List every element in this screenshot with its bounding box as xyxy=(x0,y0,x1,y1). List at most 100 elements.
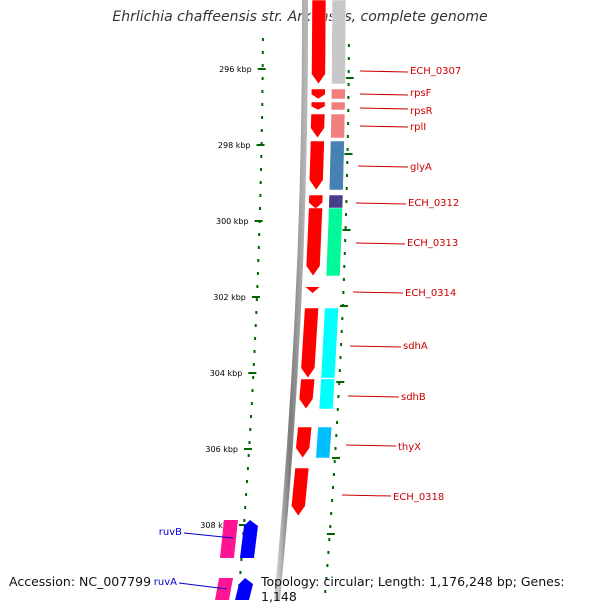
ruler-dot xyxy=(255,311,258,314)
ruler-dot xyxy=(260,168,262,171)
tick-label: 298 kbp xyxy=(218,141,251,150)
ruler-dot xyxy=(261,38,264,41)
tick-mark xyxy=(257,68,266,70)
ruler-dot xyxy=(254,324,257,327)
ruler-dot xyxy=(346,174,348,177)
gene-block xyxy=(330,101,346,111)
gene-arrow xyxy=(310,113,326,139)
ruler-dot xyxy=(260,155,263,158)
ruler-dot xyxy=(247,454,250,457)
label-leader xyxy=(178,582,228,590)
gene-block xyxy=(325,207,343,277)
gene-label: ruvB xyxy=(159,527,182,538)
label-leader xyxy=(341,494,392,497)
tick-mark xyxy=(244,448,252,450)
tick-label: 306 kbp xyxy=(205,445,238,454)
ruler-dot xyxy=(345,187,348,190)
ruler-dot xyxy=(253,350,256,353)
label-leader xyxy=(359,70,409,73)
tick-label: 302 kbp xyxy=(213,293,246,302)
ruler-dot xyxy=(324,590,327,593)
gene-label: sdhA xyxy=(403,341,428,352)
ruler-dot xyxy=(244,506,247,509)
gene-arrow xyxy=(300,307,319,379)
gene-label: sdhB xyxy=(401,392,426,403)
gene-arrow xyxy=(305,207,323,277)
tick-mark xyxy=(339,305,348,307)
tick-mark xyxy=(238,524,247,526)
ruler-dot xyxy=(342,278,345,281)
gene-arrow xyxy=(308,140,325,191)
ruler-dot xyxy=(259,194,262,197)
gene-arrow xyxy=(305,287,320,293)
label-leader xyxy=(345,444,397,447)
ruler-dot xyxy=(250,402,253,405)
gene-label: rplI xyxy=(410,122,426,133)
gene-block xyxy=(315,426,333,459)
label-leader xyxy=(349,345,402,348)
gene-arrow xyxy=(310,88,326,100)
ruler-dot xyxy=(335,434,338,437)
gene-features xyxy=(215,0,347,600)
tick-mark xyxy=(248,372,257,374)
ruler-dot xyxy=(325,577,328,580)
ruler-dot xyxy=(240,558,243,561)
tick-mark xyxy=(342,229,351,231)
ruler-dot xyxy=(261,51,264,54)
ruler-dot xyxy=(255,298,258,301)
ruler-dot xyxy=(248,441,251,444)
gene-block xyxy=(328,194,344,210)
gene-block xyxy=(331,0,347,85)
gene-arrow xyxy=(310,101,326,111)
gene-arrow xyxy=(295,426,313,459)
accession-text: Accession: NC_007799 xyxy=(9,574,152,589)
gene-arrow xyxy=(298,378,316,410)
ruler-dot xyxy=(256,285,259,288)
ruler-dot xyxy=(347,44,350,47)
ruler-dot xyxy=(347,96,350,99)
tick-mark xyxy=(344,153,353,155)
tick-label: 304 kbp xyxy=(210,369,243,378)
label-leader xyxy=(355,242,406,245)
ruler-dot xyxy=(249,428,252,431)
tick-mark xyxy=(256,144,265,146)
ruler-dot xyxy=(254,337,257,340)
label-leader xyxy=(352,291,404,294)
ruler-dot xyxy=(347,122,350,125)
ruler-dot xyxy=(345,213,347,216)
ruler-dot xyxy=(259,207,261,210)
ruler-dot xyxy=(334,447,337,450)
gene-label: ECH_0307 xyxy=(410,66,461,77)
ruler-dot xyxy=(347,70,350,73)
gene-label: rpsF xyxy=(410,88,432,99)
map-title: Ehrlichia chaffeensis str. Arkansas, com… xyxy=(112,9,488,25)
ruler-dot xyxy=(329,525,332,528)
gene-block xyxy=(330,113,346,139)
ruler-dot xyxy=(252,363,255,366)
ruler-dot xyxy=(261,90,264,93)
gene-block xyxy=(320,307,339,379)
ruler-dot xyxy=(347,83,350,86)
ruler-dot xyxy=(331,499,334,502)
ruler-dot xyxy=(260,142,263,145)
ruler-dot xyxy=(336,421,338,424)
gene-label: ruvA xyxy=(154,577,177,588)
gene-block xyxy=(328,140,345,191)
genome-backbone xyxy=(274,0,309,600)
ruler-dot xyxy=(261,103,264,106)
ruler-dot xyxy=(246,480,248,483)
ruler-dot xyxy=(333,460,336,463)
tick-label: 296 kbp xyxy=(219,65,252,74)
ruler-dot xyxy=(339,356,342,359)
ruler-dot xyxy=(344,226,347,229)
ruler-dot xyxy=(252,376,255,379)
gene-block xyxy=(219,520,238,558)
ruler-dot xyxy=(343,252,346,255)
gene-arrow xyxy=(290,467,310,517)
label-leader xyxy=(183,532,234,539)
ruler-ticks: 296 kbp 298 kbp 300 kbp 302 kbp 304 kbp 306 k… xyxy=(200,65,354,535)
ruler-dot xyxy=(342,291,345,294)
tick-label: 300 kbp xyxy=(216,217,249,226)
